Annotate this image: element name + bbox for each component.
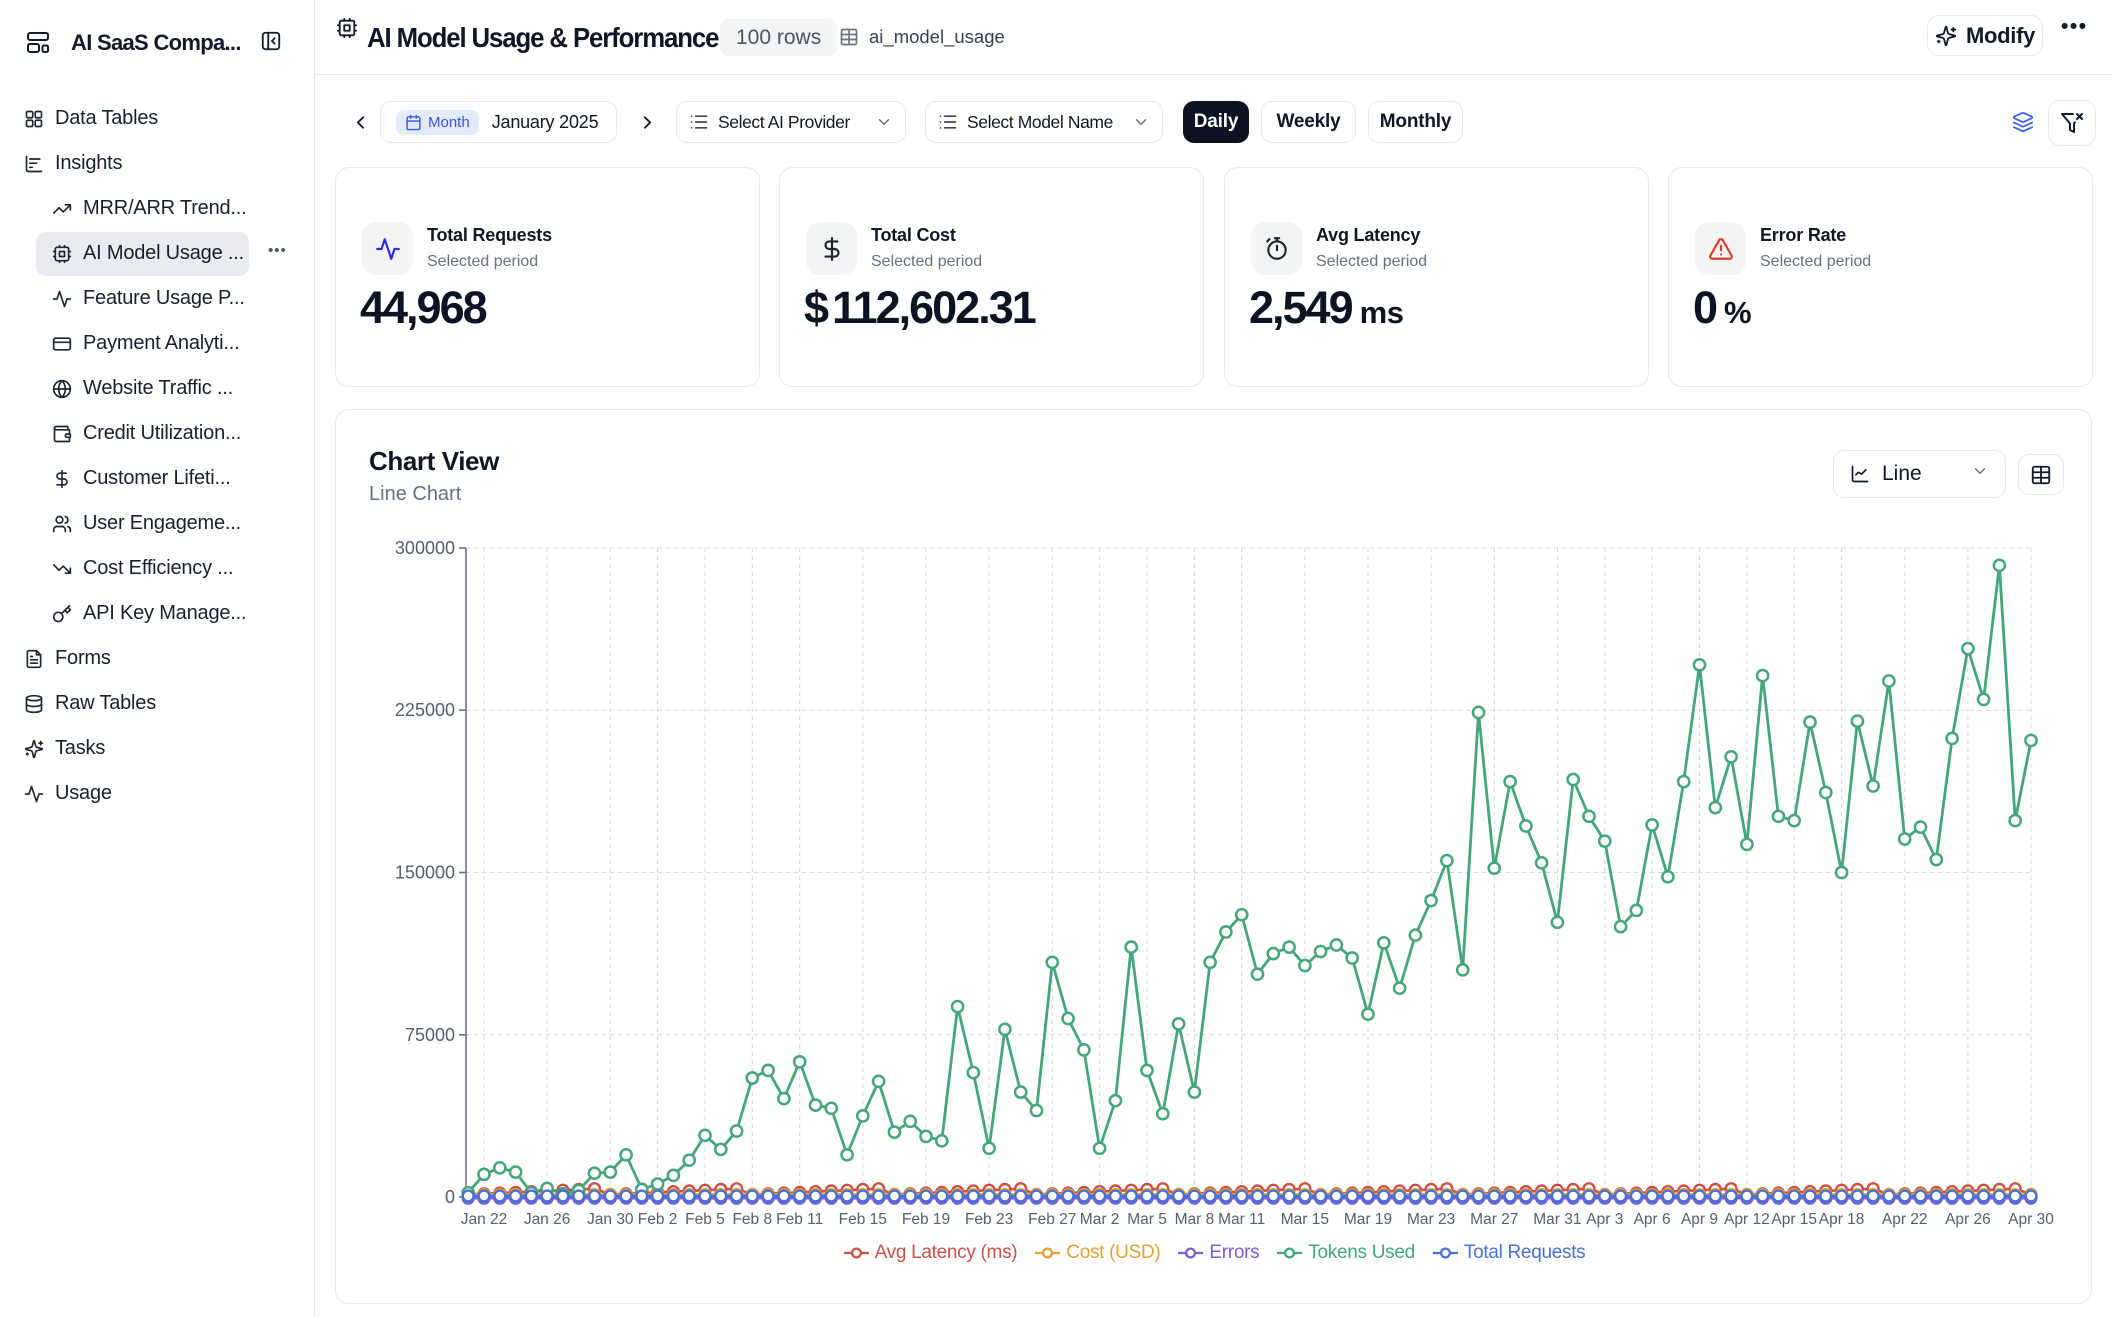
- svg-text:Mar 27: Mar 27: [1470, 1211, 1518, 1228]
- svg-text:Mar 31: Mar 31: [1533, 1211, 1581, 1228]
- svg-text:Mar 15: Mar 15: [1281, 1211, 1329, 1228]
- svg-text:225000: 225000: [395, 700, 455, 720]
- svg-text:Apr 12: Apr 12: [1724, 1211, 1770, 1228]
- svg-text:Apr 18: Apr 18: [1819, 1211, 1865, 1228]
- svg-text:150000: 150000: [395, 863, 455, 883]
- svg-text:Jan 26: Jan 26: [524, 1211, 571, 1228]
- svg-text:75000: 75000: [405, 1025, 455, 1045]
- svg-text:Feb 11: Feb 11: [776, 1211, 823, 1228]
- svg-text:Feb 27: Feb 27: [1028, 1211, 1076, 1228]
- svg-text:Feb 2: Feb 2: [638, 1211, 678, 1228]
- svg-text:300000: 300000: [395, 538, 455, 558]
- svg-text:Feb 8: Feb 8: [732, 1211, 772, 1228]
- svg-text:Feb 23: Feb 23: [965, 1211, 1013, 1228]
- svg-text:Mar 5: Mar 5: [1127, 1211, 1167, 1228]
- svg-text:Feb 15: Feb 15: [839, 1211, 887, 1228]
- svg-text:Feb 5: Feb 5: [685, 1211, 725, 1228]
- svg-text:Apr 9: Apr 9: [1681, 1211, 1718, 1228]
- svg-text:Jan 22: Jan 22: [461, 1211, 508, 1228]
- svg-text:Apr 15: Apr 15: [1771, 1211, 1817, 1228]
- svg-text:Apr 30: Apr 30: [2008, 1211, 2054, 1228]
- svg-text:Mar 19: Mar 19: [1344, 1211, 1392, 1228]
- svg-text:Apr 22: Apr 22: [1882, 1211, 1928, 1228]
- svg-text:Apr 26: Apr 26: [1945, 1211, 1991, 1228]
- svg-text:Mar 11: Mar 11: [1218, 1211, 1265, 1228]
- svg-text:Apr 6: Apr 6: [1634, 1211, 1671, 1228]
- svg-text:Jan 30: Jan 30: [587, 1211, 634, 1228]
- svg-text:Mar 8: Mar 8: [1175, 1211, 1215, 1228]
- svg-text:Apr 3: Apr 3: [1586, 1211, 1623, 1228]
- svg-text:Mar 2: Mar 2: [1080, 1211, 1120, 1228]
- svg-text:0: 0: [445, 1187, 455, 1207]
- svg-text:Feb 19: Feb 19: [902, 1211, 950, 1228]
- svg-text:Mar 23: Mar 23: [1407, 1211, 1455, 1228]
